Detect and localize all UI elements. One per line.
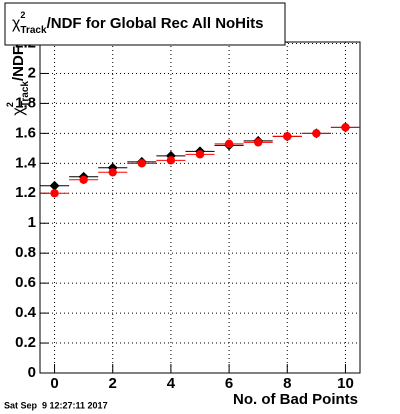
y-tick-label: 0.4 [15, 304, 37, 321]
rest: /NDF for Global Rec All NoHits [47, 15, 264, 32]
sub: Track [20, 81, 31, 108]
y-tick-label: 1 [28, 214, 36, 231]
x-tick-label: 6 [225, 375, 233, 392]
y-tick-label: 1.6 [15, 124, 36, 141]
y-tick-label: 0.8 [15, 244, 36, 261]
x-tick-label: 4 [167, 375, 176, 392]
sup: 2 [20, 10, 25, 20]
y-tick-label: 1.4 [15, 154, 37, 171]
marker [253, 138, 263, 147]
x-tick-label: 8 [283, 375, 291, 392]
sub: Track [20, 25, 47, 36]
marker [341, 123, 350, 132]
timestamp: Sat Sep 9 12:27:11 2017 [4, 400, 108, 410]
marker [108, 168, 117, 177]
symbol: χ [12, 15, 21, 32]
y-axis-label: χ2 Track/NDF [5, 46, 30, 116]
x-tick-label: 10 [337, 375, 354, 392]
marker [312, 129, 321, 138]
marker [49, 180, 60, 191]
marker [283, 132, 292, 141]
x-tick-label: 2 [109, 375, 117, 392]
title-box [4, 2, 286, 46]
marker [166, 156, 176, 165]
marker [224, 139, 234, 149]
frame [39, 41, 361, 374]
marker [50, 189, 59, 198]
x-axis-label: No. of Bad Points [233, 391, 358, 408]
marker [137, 159, 147, 168]
chart-title: χ2 Track/NDF for Global Rec All NoHits [12, 10, 264, 35]
x-tick-label: 0 [50, 375, 58, 392]
y-tick-label: 0 [28, 364, 36, 381]
y-tick-label: 2 [28, 64, 36, 81]
marker [79, 175, 88, 184]
y-tick-label: 0.6 [15, 274, 36, 291]
y-tick-label: 0.2 [15, 334, 36, 351]
sup: 2 [5, 102, 15, 107]
rest: /NDF [10, 46, 27, 81]
symbol: χ [10, 107, 27, 116]
y-tick-label: 1.2 [15, 184, 36, 201]
marker [195, 150, 205, 159]
y-tick-label: 1.8 [15, 94, 36, 111]
